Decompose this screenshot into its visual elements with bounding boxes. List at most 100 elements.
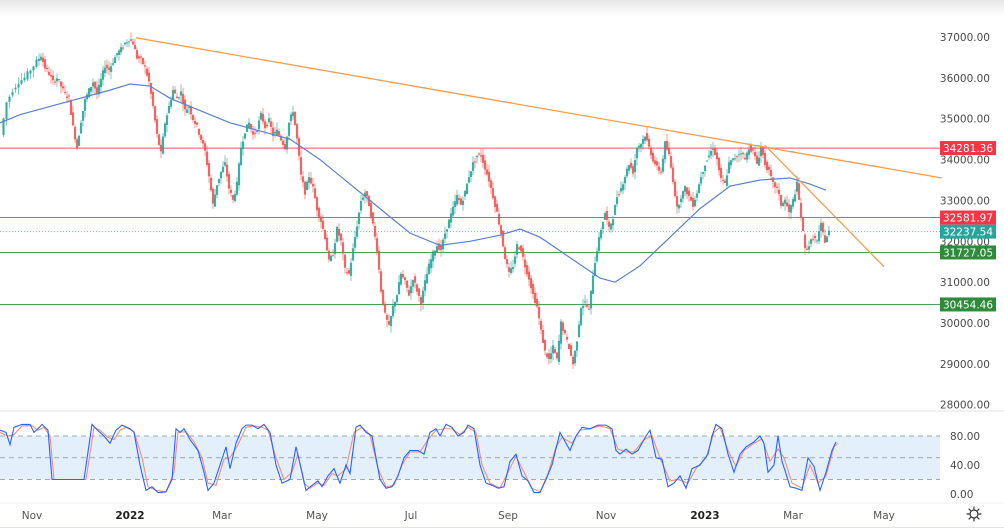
candle-body: [315, 197, 319, 211]
candle-body: [39, 56, 43, 61]
long-term-downtrend-trendline[interactable]: [135, 37, 943, 179]
candle-body: [543, 339, 547, 351]
stochastic-k-line[interactable]: [0, 423, 837, 494]
candle-body: [817, 231, 821, 242]
time-axis[interactable]: Nov 2022 Mar May Jul Sep Nov 2023 Mar May: [22, 510, 895, 522]
candle-body: [599, 229, 603, 239]
candle-body: [717, 157, 721, 171]
candle-body: [369, 203, 373, 218]
candle-body: [363, 192, 367, 197]
stochastic-axis[interactable]: 80.00 40.00 0.00: [950, 431, 980, 501]
candle-body: [169, 99, 173, 107]
candle-body: [49, 74, 53, 77]
candle-body: [575, 341, 579, 351]
price-axis-label: 33000.00: [940, 195, 990, 207]
candle-body: [309, 177, 313, 184]
candle-body: [297, 138, 301, 156]
candle-body: [555, 352, 559, 359]
candle-body: [219, 171, 223, 179]
candle-body: [673, 181, 677, 197]
candle-body: [741, 152, 745, 155]
candle-body: [443, 233, 447, 239]
candle-body: [571, 356, 575, 365]
candle-body: [59, 81, 63, 87]
candle-body: [335, 226, 339, 242]
price-tag-label: 32237.54: [943, 227, 993, 239]
candle-body: [233, 194, 237, 202]
candle-body: [377, 250, 381, 270]
candle-body: [565, 336, 569, 340]
candle-body: [729, 160, 733, 166]
candle-body: [351, 248, 355, 261]
candle-body: [65, 96, 69, 98]
price-pane[interactable]: [0, 32, 943, 369]
settings-button[interactable]: [966, 506, 982, 522]
candle-body: [29, 70, 32, 74]
candle-body: [727, 162, 731, 174]
candle-body: [591, 275, 595, 294]
candle-body: [291, 112, 295, 117]
candle-body: [593, 263, 597, 277]
price-axis[interactable]: 37000.00 36000.00 35000.00 34000.00 33000.00…: [940, 32, 996, 412]
candle-body: [595, 251, 599, 262]
candle-body: [755, 155, 759, 164]
candle-body: [639, 143, 643, 148]
candle-body: [237, 163, 241, 186]
candle-body: [207, 163, 211, 177]
candle-body: [707, 155, 711, 158]
price-tag[interactable]: 32581.97: [940, 210, 996, 225]
price-tag-label: 31727.05: [943, 247, 993, 259]
moving-average-line[interactable]: [0, 83, 827, 283]
candle-body: [643, 136, 647, 141]
candle-body: [321, 220, 325, 229]
candle-body: [557, 340, 561, 362]
candle-body: [759, 147, 763, 157]
candle-body: [691, 198, 695, 207]
price-tag[interactable]: 34281.36: [940, 141, 996, 156]
candle-body: [653, 160, 657, 165]
candle-body: [125, 42, 129, 44]
candle-body: [637, 145, 641, 148]
candle-body: [801, 217, 805, 231]
candle-body: [513, 256, 517, 264]
candle-body: [287, 122, 291, 136]
candle-body: [223, 162, 227, 166]
candle-body: [767, 166, 771, 170]
candle-body: [789, 205, 793, 213]
candle-body: [577, 324, 581, 338]
candle-body: [229, 189, 233, 193]
candle-body: [561, 322, 565, 331]
candle-body: [391, 305, 395, 317]
candle-body: [343, 254, 347, 268]
candle-body: [175, 96, 179, 99]
candle-body: [777, 189, 781, 195]
stochastic-pane[interactable]: [0, 423, 940, 494]
candle-body: [621, 184, 625, 191]
candle-body: [307, 177, 311, 183]
candle-body: [743, 157, 747, 160]
candle-body: [497, 213, 501, 225]
candle-body: [533, 292, 537, 303]
price-tag[interactable]: 31727.05: [940, 245, 996, 260]
candle-body: [609, 223, 613, 230]
candle-body: [751, 149, 755, 151]
candle-body: [147, 72, 151, 82]
short-term-downtrend-trendline[interactable]: [764, 144, 885, 268]
price-tag[interactable]: 32237.54: [940, 224, 996, 239]
candle-body: [99, 78, 103, 88]
candle-body: [813, 235, 817, 239]
candle-body: [41, 57, 45, 62]
candle-body: [531, 283, 535, 294]
candle-body: [23, 77, 26, 81]
candle-body: [159, 144, 163, 152]
candle-body: [57, 79, 61, 81]
candle-body: [765, 161, 769, 171]
candle-body: [721, 179, 725, 181]
candle-body: [407, 290, 411, 296]
candle-body: [763, 153, 767, 166]
price-tag[interactable]: 30454.46: [940, 297, 996, 312]
candle-body: [317, 207, 321, 218]
candle-body: [695, 193, 699, 198]
candle-body: [26, 71, 29, 80]
